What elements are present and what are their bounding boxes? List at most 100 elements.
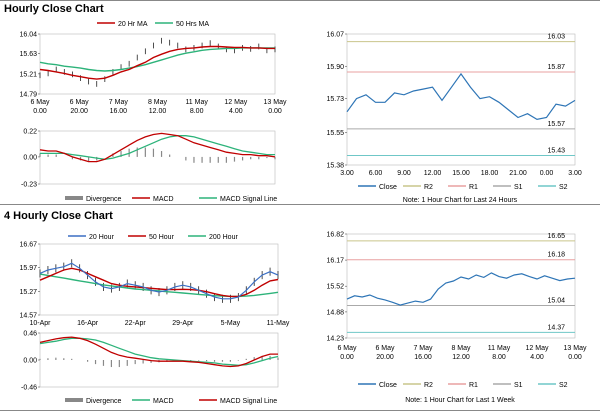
hourly-price-xtick: 16.00 [110, 108, 128, 115]
hourly-price-xtick: 20.00 [70, 108, 88, 115]
bottom-rule [0, 410, 600, 411]
four-hourly-pivot-level-label: 16.65 [547, 233, 565, 240]
hourly-pivot-level-label: 15.87 [547, 64, 565, 71]
four-hourly-macd-ytick: 0.00 [23, 358, 37, 365]
four-hourly-pivot-ytick: 14.88 [326, 309, 344, 316]
hourly-price-xtick: 8.00 [190, 108, 204, 115]
four-hourly-price-legend-label: 20 Hour [89, 234, 115, 241]
hourly-pivot-ytick: 16.07 [326, 32, 344, 39]
hourly-pivot-frame [346, 33, 576, 166]
hourly-macd-ytick: -0.23 [21, 182, 37, 189]
hourly-price-ma20-line [39, 45, 275, 80]
section2-title: 4 Hourly Close Chart [4, 210, 113, 222]
four-hourly-macd-legend-label: MACD Signal Line [220, 398, 277, 405]
four-hourly-macd-legend-swatch [65, 398, 83, 402]
hourly-pivot-level-label: 15.57 [547, 121, 565, 128]
four-hourly-pivot-xtick: 16.00 [414, 354, 432, 361]
hourly-pivot-xtick: 21.00 [509, 170, 527, 177]
four-hourly-pivot-ytick: 16.17 [326, 258, 344, 265]
four-hourly-pivot-xtick: 4.00 [530, 354, 544, 361]
hourly-macd-signal-line [40, 135, 275, 160]
top-rule [0, 0, 600, 1]
hourly-pivot-xtick: 3.00 [568, 170, 582, 177]
four-hourly-pivot-legend-label: R2 [424, 382, 433, 389]
four-hourly-price-xtick: 29-Apr [172, 320, 194, 327]
hourly-pivot-xtick: 18.00 [481, 170, 499, 177]
four-hourly-macd-legend-label: MACD [153, 398, 174, 405]
hourly-price-ma50-line [39, 47, 275, 72]
hourly-price-ytick: 15.63 [19, 51, 37, 58]
hourly-pivot-legend-label: S2 [559, 184, 568, 191]
four-hourly-pivot-legend-label: S1 [514, 382, 523, 389]
hourly-pivot-level-label: 16.03 [547, 34, 565, 41]
four-hourly-pivot-legend-label: Close [379, 382, 397, 389]
four-hourly-pivot-xtick: 12.00 [452, 354, 470, 361]
hourly-pivot-legend-label: R2 [424, 184, 433, 191]
four-hourly-macd-legend-label: Divergence [86, 398, 122, 405]
hourly-pivot-legend-label: R1 [469, 184, 478, 191]
hourly-macd-ytick: 0.22 [23, 129, 37, 136]
hourly-price-xtick: 12.00 [149, 108, 167, 115]
four-hourly-pivot-xtick: 8 May [451, 345, 471, 352]
four-hourly-price-legend-label: 200 Hour [209, 234, 238, 241]
hourly-price-xtick: 6 May [70, 99, 90, 106]
hourly-pivot-xtick: 6.00 [369, 170, 383, 177]
four-hourly-pivot-xtick: 0.00 [568, 354, 582, 361]
hourly-price-frame [39, 33, 276, 95]
four-hourly-pivot-legend-label: S2 [559, 382, 568, 389]
hourly-price-xtick: 8 May [148, 99, 168, 106]
hourly-macd-legend-label: Divergence [86, 196, 122, 203]
hourly-macd-legend-label: MACD Signal Line [220, 196, 277, 203]
four-hourly-pivot-close-line [346, 272, 576, 306]
four-hourly-pivot-xtick: 6 May [337, 345, 357, 352]
four-hourly-macd-ytick: -0.46 [21, 385, 37, 392]
four-hourly-price-xtick: 10-Apr [29, 320, 51, 327]
hourly-macd-legend-label: MACD [153, 196, 174, 203]
four-hourly-pivot-legend-label: R1 [469, 382, 478, 389]
hourly-macd-legend-swatch [65, 196, 83, 200]
four-hourly-price-xtick: 22-Apr [125, 320, 147, 327]
hourly-price-xtick: 6 May [30, 99, 50, 106]
hourly-pivot-ytick: 15.90 [326, 64, 344, 71]
four-hourly-pivot-ytick: 14.23 [326, 336, 344, 343]
four-hourly-pivot-level-label: 15.04 [547, 297, 565, 304]
four-hourly-price-ytick: 14.57 [19, 313, 37, 320]
four-hourly-pivot-note: Note: 1 Hour Chart for Last 1 Week [405, 397, 515, 404]
hourly-price-ytick: 15.21 [19, 71, 37, 78]
hourly-price-xtick: 0.00 [268, 108, 282, 115]
four-hourly-price-20-line [39, 262, 279, 300]
hourly-price-legend-label: 50 Hrs MA [176, 21, 209, 28]
hourly-pivot-xtick: 9.00 [397, 170, 411, 177]
four-hourly-pivot-xtick: 20.00 [376, 354, 394, 361]
four-hourly-price-xtick: 11-May [267, 320, 290, 327]
four-hourly-macd-ytick: 0.46 [23, 331, 37, 338]
hourly-pivot-xtick: 3.00 [340, 170, 354, 177]
hourly-pivot-level-label: 15.43 [547, 148, 565, 155]
hourly-pivot-xtick: 15.00 [452, 170, 470, 177]
hourly-macd-line [39, 132, 276, 163]
four-hourly-price-ytick: 16.67 [19, 242, 37, 249]
four-hourly-pivot-ytick: 16.82 [326, 232, 344, 239]
hourly-price-xtick: 7 May [109, 99, 129, 106]
hourly-pivot-ytick: 15.73 [326, 96, 344, 103]
four-hourly-pivot-xtick: 12 May [526, 345, 549, 352]
four-hourly-price-xtick: 16-Apr [77, 320, 99, 327]
section1-title: Hourly Close Chart [4, 3, 104, 15]
four-hourly-macd-line [39, 336, 278, 368]
four-hourly-pivot-xtick: 6 May [375, 345, 395, 352]
middle-rule [0, 204, 600, 205]
hourly-price-ytick: 14.79 [19, 92, 37, 99]
hourly-price-xtick: 4.00 [229, 108, 243, 115]
four-hourly-pivot-xtick: 11 May [488, 345, 511, 352]
hourly-price-ytick: 16.04 [19, 32, 37, 39]
four-hourly-price-ytick: 15.27 [19, 289, 37, 296]
hourly-pivot-xtick: 12.00 [424, 170, 442, 177]
hourly-price-xtick: 0.00 [33, 108, 47, 115]
four-hourly-pivot-level-label: 16.18 [547, 252, 565, 259]
hourly-pivot-xtick: 0.00 [540, 170, 554, 177]
hourly-pivot-legend-label: Close [379, 184, 397, 191]
hourly-price-xtick: 12 May [224, 99, 247, 106]
hourly-pivot-ytick: 15.38 [326, 163, 344, 170]
four-hourly-price-xtick: 5-May [221, 320, 241, 327]
